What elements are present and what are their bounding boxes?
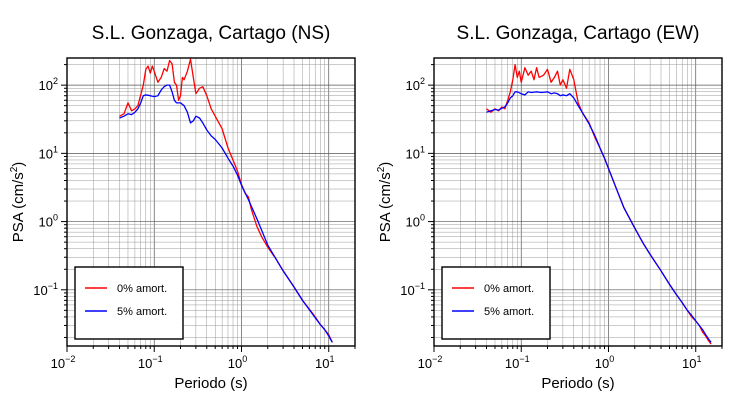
x-tick-exp: −2 (65, 354, 75, 364)
y-axis-label: PSA (cm/s2) (376, 162, 394, 243)
x-tick-exp: 0 (242, 354, 247, 364)
x-tick-label: 10−1 (138, 354, 163, 371)
y-tick-label: 102 (406, 76, 425, 93)
x-tick-base: 10 (228, 356, 242, 371)
y-axis-label-close: ) (377, 162, 394, 167)
x-tick-base: 10 (138, 356, 152, 371)
x-tick-exp: 0 (609, 354, 614, 364)
x-tick-label: 10−1 (505, 354, 530, 371)
legend-label: 0% amort. (484, 283, 534, 295)
plot-frame (433, 57, 723, 347)
x-tick-exp: −1 (519, 354, 529, 364)
y-axis-label-main: PSA (cm/s (377, 172, 394, 242)
y-tick-base: 10 (406, 215, 420, 230)
x-tick-exp: 1 (696, 354, 701, 364)
x-tick-base: 10 (595, 356, 609, 371)
y-tick-label: 100 (39, 213, 58, 230)
x-tick-base: 10 (505, 356, 519, 371)
y-axis-label-main: PSA (cm/s (10, 172, 27, 242)
y-tick-base: 10 (406, 146, 420, 161)
y-tick-label: 100 (406, 213, 425, 230)
chart-title: S.L. Gonzaga, Cartago (EW) (457, 23, 700, 44)
y-tick-exp: 1 (420, 144, 425, 154)
y-axis-label-sup: 2 (376, 166, 387, 172)
y-tick-exp: −1 (48, 281, 58, 291)
x-tick-exp: −1 (152, 354, 162, 364)
y-tick-label: 10−1 (400, 281, 425, 298)
y-tick-base: 10 (39, 78, 53, 93)
legend-label: 0% amort. (117, 283, 167, 295)
y-tick-label: 101 (406, 144, 425, 161)
series-line-blue (486, 91, 712, 343)
legend-label: 5% amort. (117, 306, 167, 318)
y-tick-base: 10 (39, 146, 53, 161)
y-tick-exp: 0 (420, 213, 425, 223)
y-axis-label-close: ) (10, 162, 27, 167)
y-tick-base: 10 (33, 283, 47, 298)
y-tick-exp: 1 (53, 144, 58, 154)
chart-title: S.L. Gonzaga, Cartago (NS) (92, 23, 331, 44)
y-axis-label: PSA (cm/s2) (9, 162, 27, 243)
legend: 0% amort. 5% amort. (441, 266, 551, 340)
x-tick-exp: −2 (432, 354, 442, 364)
y-tick-label: 101 (39, 144, 58, 161)
x-tick-label: 100 (228, 354, 247, 371)
x-tick-label: 101 (682, 354, 701, 371)
x-tick-label: 10−2 (51, 354, 76, 371)
y-tick-base: 10 (400, 283, 414, 298)
legend-box (441, 266, 551, 340)
series-line-blue (119, 84, 333, 343)
series-group (119, 58, 333, 343)
x-tick-base: 10 (682, 356, 696, 371)
y-axis-label-sup: 2 (9, 166, 20, 172)
y-tick-base: 10 (406, 78, 420, 93)
x-tick-exp: 1 (329, 354, 334, 364)
grid (66, 58, 356, 346)
x-axis-label: Periodo (s) (541, 375, 614, 392)
x-tick-base: 10 (315, 356, 329, 371)
x-tick-label: 101 (315, 354, 334, 371)
legend: 0% amort. 5% amort. (74, 266, 184, 340)
plot-frame (66, 57, 356, 347)
y-tick-label: 10−1 (33, 281, 58, 298)
y-tick-exp: 2 (53, 76, 58, 86)
x-tick-base: 10 (51, 356, 65, 371)
legend-label: 5% amort. (484, 306, 534, 318)
x-tick-label: 10−2 (418, 354, 443, 371)
x-tick-label: 100 (595, 354, 614, 371)
series-group (486, 63, 712, 345)
legend-box (74, 266, 184, 340)
y-tick-exp: 2 (420, 76, 425, 86)
y-tick-base: 10 (39, 215, 53, 230)
y-tick-exp: −1 (415, 281, 425, 291)
x-axis-label: Periodo (s) (174, 375, 247, 392)
y-tick-label: 102 (39, 76, 58, 93)
y-tick-exp: 0 (53, 213, 58, 223)
x-tick-base: 10 (418, 356, 432, 371)
